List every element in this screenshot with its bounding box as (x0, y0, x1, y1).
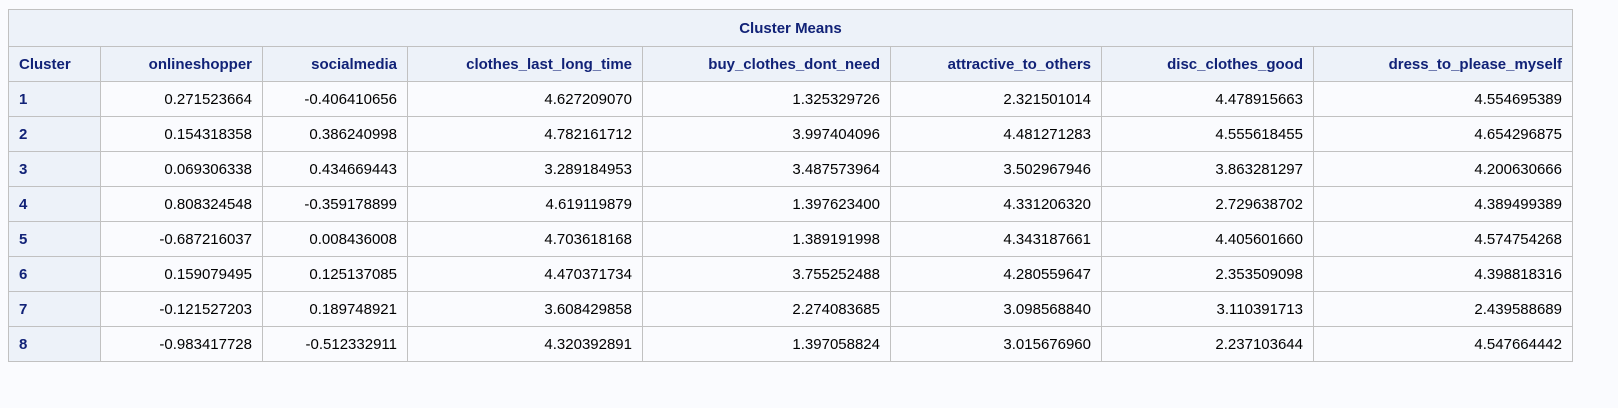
cluster-id-cell: 2 (8, 116, 101, 152)
column-header: onlineshopper (100, 46, 263, 82)
table-cell: 1.325329726 (642, 81, 891, 117)
table-cell: 2.353509098 (1101, 256, 1314, 292)
cluster-id-cell: 6 (8, 256, 101, 292)
table-cell: 4.280559647 (890, 256, 1102, 292)
table-cell: 4.470371734 (407, 256, 643, 292)
table-cell: 4.343187661 (890, 221, 1102, 257)
table-cell: 0.386240998 (262, 116, 408, 152)
table-row: 5 -0.687216037 0.008436008 4.703618168 1.389… (8, 221, 1573, 257)
table-cell: 4.554695389 (1313, 81, 1573, 117)
table-cell: 3.755252488 (642, 256, 891, 292)
table-cell: 3.098568840 (890, 291, 1102, 327)
column-header: buy_clothes_dont_need (642, 46, 891, 82)
table-title: Cluster Means (8, 9, 1573, 47)
table-cell: 3.289184953 (407, 151, 643, 187)
table-cell: -0.687216037 (100, 221, 263, 257)
cluster-id-cell: 7 (8, 291, 101, 327)
table-body: 1 0.271523664 -0.406410656 4.627209070 1.325… (8, 81, 1573, 362)
column-header: Cluster (8, 46, 101, 82)
table-cell: 3.110391713 (1101, 291, 1314, 327)
table-cell: 4.547664442 (1313, 326, 1573, 362)
column-header: dress_to_please_myself (1313, 46, 1573, 82)
table-cell: 4.555618455 (1101, 116, 1314, 152)
table-row: 2 0.154318358 0.386240998 4.782161712 3.9974… (8, 116, 1573, 152)
column-header: clothes_last_long_time (407, 46, 643, 82)
table-cell: 4.331206320 (890, 186, 1102, 222)
table-cell: 0.189748921 (262, 291, 408, 327)
table-cell: 0.008436008 (262, 221, 408, 257)
table-cell: 2.321501014 (890, 81, 1102, 117)
table-cell: 2.439588689 (1313, 291, 1573, 327)
table-cell: -0.983417728 (100, 326, 263, 362)
table-cell: 0.434669443 (262, 151, 408, 187)
table-cell: 0.808324548 (100, 186, 263, 222)
table-cell: 3.015676960 (890, 326, 1102, 362)
table-cell: 4.320392891 (407, 326, 643, 362)
table-cell: 3.997404096 (642, 116, 891, 152)
table-cell: 0.271523664 (100, 81, 263, 117)
table-cell: 4.627209070 (407, 81, 643, 117)
cluster-means-table: Cluster Means Cluster onlineshopper social… (8, 9, 1573, 362)
table-cell: 0.154318358 (100, 116, 263, 152)
table-cell: 4.782161712 (407, 116, 643, 152)
table-cell: 4.619119879 (407, 186, 643, 222)
table-row: 3 0.069306338 0.434669443 3.289184953 3.4875… (8, 151, 1573, 187)
table-cell: 4.405601660 (1101, 221, 1314, 257)
table-cell: 0.125137085 (262, 256, 408, 292)
table-row: 4 0.808324548 -0.359178899 4.619119879 1.397… (8, 186, 1573, 222)
table-cell: 3.502967946 (890, 151, 1102, 187)
cluster-id-cell: 4 (8, 186, 101, 222)
table-cell: 2.237103644 (1101, 326, 1314, 362)
column-header: disc_clothes_good (1101, 46, 1314, 82)
table-row: 6 0.159079495 0.125137085 4.470371734 3.7552… (8, 256, 1573, 292)
table-cell: 4.574754268 (1313, 221, 1573, 257)
table-row: 7 -0.121527203 0.189748921 3.608429858 2.274… (8, 291, 1573, 327)
table-row: 8 -0.983417728 -0.512332911 4.320392891 1.39… (8, 326, 1573, 362)
table-cell: 2.729638702 (1101, 186, 1314, 222)
table-cell: 0.069306338 (100, 151, 263, 187)
column-header: attractive_to_others (890, 46, 1102, 82)
table-cell: 1.397623400 (642, 186, 891, 222)
table-cell: -0.406410656 (262, 81, 408, 117)
cluster-means-table-container: Cluster Means Cluster onlineshopper social… (8, 9, 1573, 362)
table-cell: -0.121527203 (100, 291, 263, 327)
table-cell: 4.398818316 (1313, 256, 1573, 292)
table-cell: -0.512332911 (262, 326, 408, 362)
table-cell: 4.654296875 (1313, 116, 1573, 152)
table-cell: 2.274083685 (642, 291, 891, 327)
table-cell: 0.159079495 (100, 256, 263, 292)
table-cell: 4.478915663 (1101, 81, 1314, 117)
table-cell: 1.397058824 (642, 326, 891, 362)
table-cell: 3.608429858 (407, 291, 643, 327)
table-cell: 4.200630666 (1313, 151, 1573, 187)
table-cell: 1.389191998 (642, 221, 891, 257)
table-cell: -0.359178899 (262, 186, 408, 222)
cluster-id-cell: 1 (8, 81, 101, 117)
table-cell: 3.487573964 (642, 151, 891, 187)
column-header: socialmedia (262, 46, 408, 82)
table-cell: 4.703618168 (407, 221, 643, 257)
table-cell: 3.863281297 (1101, 151, 1314, 187)
table-row: 1 0.271523664 -0.406410656 4.627209070 1.325… (8, 81, 1573, 117)
cluster-id-cell: 8 (8, 326, 101, 362)
header-row: Cluster onlineshopper socialmedia clothes_l… (8, 46, 1573, 82)
table-cell: 4.389499389 (1313, 186, 1573, 222)
cluster-id-cell: 5 (8, 221, 101, 257)
table-cell: 4.481271283 (890, 116, 1102, 152)
cluster-id-cell: 3 (8, 151, 101, 187)
